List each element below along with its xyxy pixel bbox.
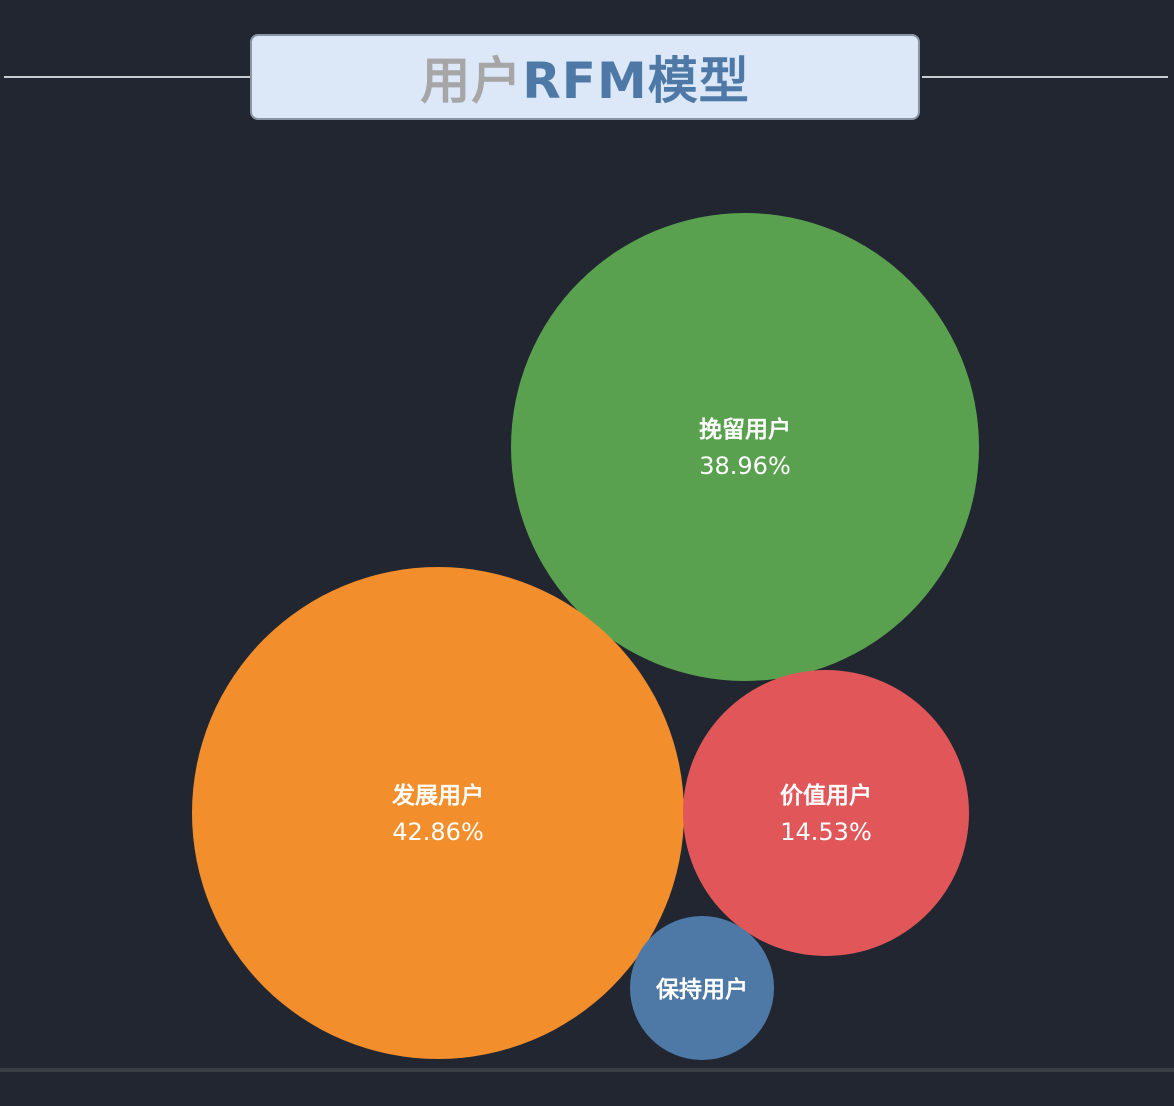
bubble-value[interactable]: 价值用户 14.53% — [683, 670, 969, 956]
bubble-label-keep: 保持用户 — [655, 976, 748, 1003]
bubble-retain[interactable]: 挽留用户 38.96% — [511, 213, 979, 681]
bubble-value-value: 14.53% — [780, 818, 872, 846]
bubble-circle-keep[interactable] — [630, 916, 774, 1060]
bubble-value-retain: 38.96% — [699, 452, 791, 480]
bubble-label-develop: 发展用户 — [391, 782, 484, 809]
bubble-develop[interactable]: 发展用户 42.86% — [192, 567, 684, 1059]
bottom-divider — [0, 1068, 1174, 1072]
bubble-circle-develop[interactable] — [192, 567, 684, 1059]
bubble-circle-retain[interactable] — [511, 213, 979, 681]
bubble-circle-value[interactable] — [683, 670, 969, 956]
title-part-gray: 用户 — [420, 52, 523, 110]
chart-title: 用户 RFM模型 — [250, 34, 920, 120]
bubble-label-retain: 挽留用户 — [699, 416, 791, 443]
title-rule-right — [922, 76, 1168, 78]
bubble-value-develop: 42.86% — [392, 818, 484, 846]
bubble-label-value: 价值用户 — [780, 782, 872, 809]
title-rule-left — [4, 76, 250, 78]
bubble-keep[interactable]: 保持用户 — [630, 916, 774, 1060]
title-part-blue: RFM模型 — [522, 52, 750, 110]
